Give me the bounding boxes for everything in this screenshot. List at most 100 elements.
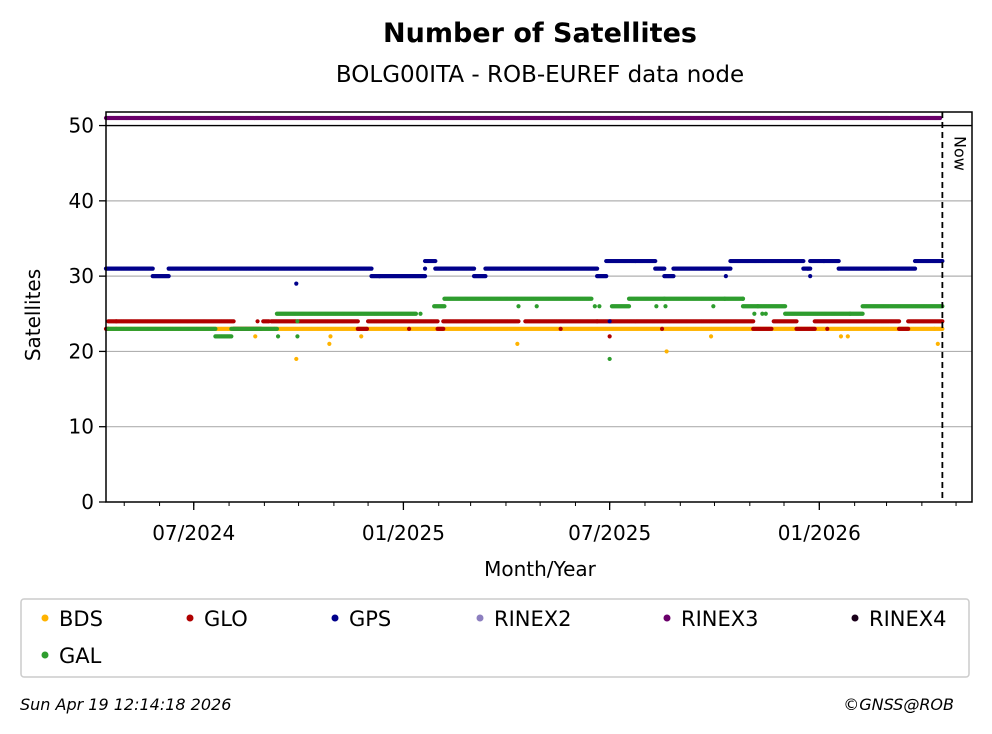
legend-label-rinex3: RINEX3: [681, 607, 759, 631]
y-tick-label: 50: [69, 114, 94, 138]
data-point: [935, 341, 940, 346]
data-point: [860, 311, 865, 316]
data-point: [229, 334, 234, 339]
data-point: [422, 266, 428, 271]
data-point: [377, 274, 382, 279]
data-point: [483, 274, 488, 279]
data-point: [769, 326, 774, 331]
grid-lines: [106, 124, 972, 428]
x-tick-label: 07/2025: [568, 521, 651, 545]
data-point: [763, 311, 768, 316]
data-point: [595, 266, 600, 271]
data-point: [663, 304, 668, 309]
chart-title: Number of Satellites: [383, 18, 697, 49]
data-point: [740, 296, 746, 301]
data-point: [607, 319, 612, 324]
data-point: [516, 319, 521, 324]
data-point: [783, 304, 788, 309]
data-point: [592, 304, 597, 309]
data-point: [940, 258, 945, 264]
y-tick-label: 10: [69, 415, 94, 439]
data-point: [295, 319, 300, 324]
data-point: [471, 266, 477, 271]
legend-box: [20, 598, 970, 678]
y-tick-label: 30: [69, 264, 94, 288]
data-point: [653, 258, 658, 264]
data-point: [794, 319, 799, 324]
data-point: [327, 341, 332, 346]
data-point: [708, 334, 714, 339]
x-tick-label: 01/2026: [778, 521, 861, 545]
data-point: [231, 319, 236, 324]
y-tick-label: 0: [81, 490, 94, 514]
data-point: [355, 319, 360, 324]
data-point: [801, 258, 806, 264]
data-point: [940, 319, 945, 324]
data-point: [364, 326, 370, 331]
data-point: [808, 274, 813, 279]
legend-marker-glo: [186, 614, 194, 622]
data-point: [295, 334, 300, 339]
data-point: [906, 326, 911, 331]
data-point: [294, 281, 299, 286]
data-point: [255, 319, 260, 324]
data-point: [294, 356, 299, 362]
data-point: [728, 266, 733, 271]
data-point: [433, 258, 438, 264]
data-point: [836, 258, 841, 264]
data-point: [896, 319, 902, 324]
data-point: [515, 341, 520, 346]
data-point: [369, 266, 374, 271]
data-point: [114, 319, 119, 324]
data-point: [607, 356, 612, 362]
chart-subtitle: BOLG00ITA - ROB-EUREF data node: [336, 62, 744, 88]
legend-label-bds: BDS: [59, 607, 103, 631]
data-point: [654, 304, 659, 309]
legend-label-rinex4: RINEX4: [869, 607, 947, 631]
data-point: [418, 311, 423, 316]
y-tick-label: 20: [69, 339, 94, 363]
legend-label-rinex2: RINEX2: [494, 607, 572, 631]
data-point: [589, 296, 594, 301]
data-point: [407, 326, 412, 331]
data-point: [275, 334, 281, 339]
data-point: [752, 311, 757, 316]
legend-marker-bds: [41, 614, 49, 622]
data-point: [516, 304, 521, 309]
data-point: [166, 274, 171, 279]
data-point: [150, 266, 155, 271]
data-point: [940, 326, 945, 331]
series-bds: [106, 326, 945, 362]
legend-marker-gps: [331, 614, 339, 622]
data-point: [359, 334, 364, 339]
data-point: [253, 334, 258, 339]
data-point: [604, 274, 609, 279]
data-point: [558, 326, 563, 331]
x-axis-label: Month/Year: [484, 557, 597, 581]
data-point: [534, 304, 539, 309]
legend-label-gal: GAL: [59, 644, 102, 668]
data-point: [441, 326, 446, 331]
data-point: [755, 304, 760, 309]
data-point: [659, 326, 665, 331]
plot-frame: [105, 111, 973, 503]
data-point: [711, 304, 716, 309]
data-point: [845, 334, 850, 339]
data-point: [664, 349, 669, 354]
x-tick-label: 07/2024: [152, 521, 235, 545]
data-point: [723, 274, 728, 279]
data-point: [435, 319, 440, 324]
legend-marker-rinex4: [851, 614, 859, 622]
data-point: [626, 304, 632, 309]
data-point: [937, 115, 943, 121]
now-marker: Now: [941, 112, 969, 502]
x-tick-label: 01/2025: [362, 521, 445, 545]
data-point: [662, 266, 667, 271]
axes: 0 10 20 30 40 50 07/2024 01/2025 07/2025 01/2026: [69, 111, 973, 545]
legend-marker-gal: [41, 651, 49, 659]
data-point: [912, 266, 918, 271]
data-point: [838, 334, 844, 339]
legend-label-gps: GPS: [349, 607, 391, 631]
series-gal: [106, 296, 945, 362]
